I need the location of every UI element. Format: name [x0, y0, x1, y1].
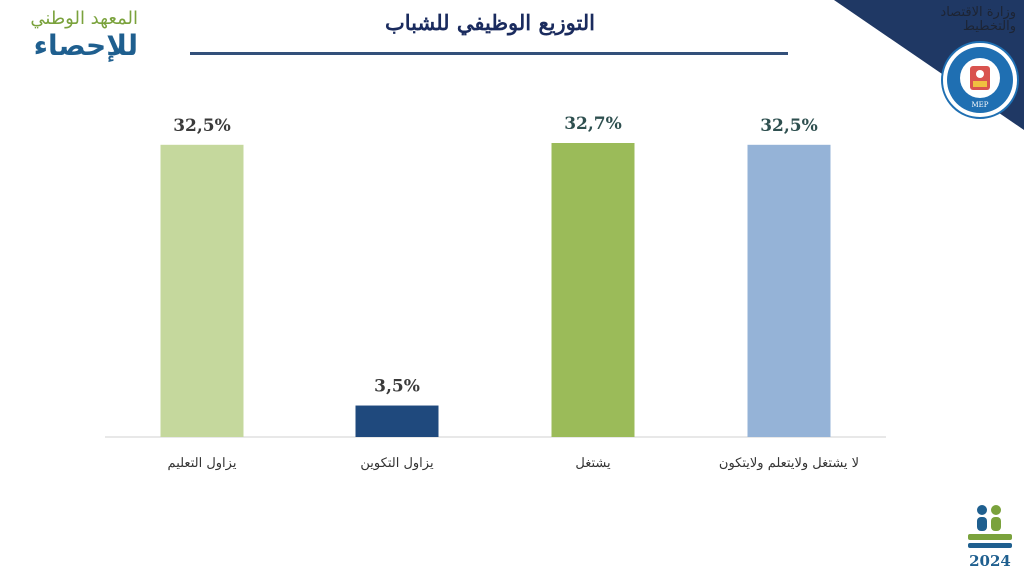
- category-label-1: يزاول التعليم: [168, 456, 237, 471]
- category-label-4: لا يشتغل ولايتعلم ولايتكون: [719, 456, 859, 471]
- census-year: 2024: [969, 552, 1011, 570]
- ministry-name: وزارة الاقتصاد والتخطيط: [896, 6, 1016, 34]
- data-label-2: 3,5%: [374, 377, 420, 397]
- category-label-3: يشتغل: [575, 456, 611, 471]
- bar-1: [160, 144, 244, 438]
- data-label-4: 32,5%: [760, 116, 818, 136]
- bar-4: [747, 144, 831, 438]
- ministry-line2: والتخطيط: [962, 19, 1016, 34]
- seal-label: MEP: [972, 101, 989, 109]
- title-underline: [190, 52, 788, 55]
- page-title: التوزيع الوظيفي للشباب: [384, 10, 596, 35]
- bar-2: [355, 405, 439, 437]
- bar-3: [551, 143, 635, 437]
- census-2024-logo: 2024: [968, 505, 1012, 570]
- data-label-1: 32,5%: [173, 116, 231, 136]
- institute-logo-line2: للإحصاء: [33, 29, 138, 62]
- data-label-3: 32,7%: [564, 114, 622, 134]
- ministry-seal-logo: MEP: [941, 41, 1019, 119]
- ministry-line1: وزارة الاقتصاد: [940, 5, 1016, 20]
- category-label-2: يزاول التكوين: [360, 456, 434, 471]
- institute-logo-line1: المعهد الوطني: [30, 8, 138, 29]
- institute-logo: المعهد الوطني للإحصاء: [8, 8, 138, 68]
